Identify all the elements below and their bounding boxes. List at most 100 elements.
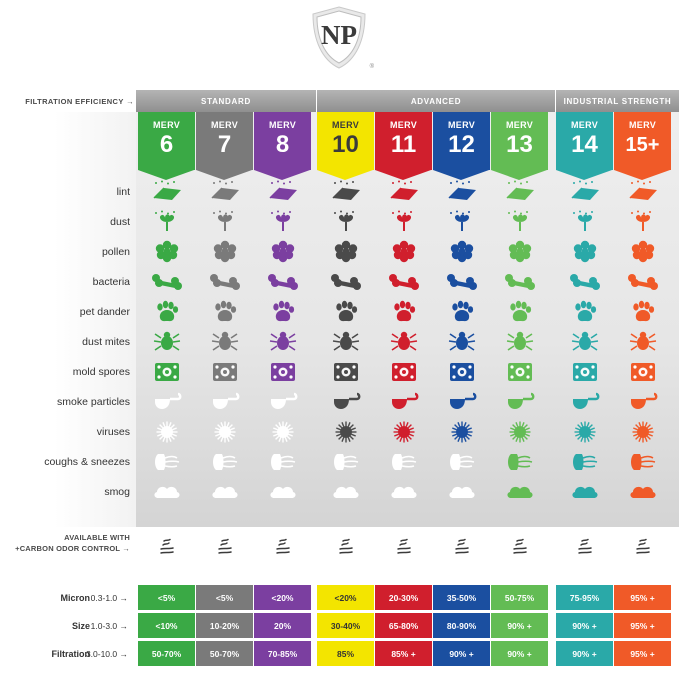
cell-dust-icon-merv-6 xyxy=(138,210,195,234)
bottom-cell-filtration-merv-7: 50-70% xyxy=(196,641,253,666)
carbon-odor-waves-icon-merv-15plus xyxy=(614,538,671,556)
cell-lint-icon-merv-7 xyxy=(196,180,253,204)
merv-flag-6[interactable]: MERV 6 xyxy=(138,112,195,180)
cell-sneeze-icon-merv-7 xyxy=(196,450,253,474)
left-label-panel xyxy=(0,112,136,527)
cell-pipe-smoke-icon-merv-13 xyxy=(491,390,548,414)
cell-virus-icon-merv-7 xyxy=(196,420,253,444)
cell-dust-icon-merv-10 xyxy=(317,210,374,234)
cell-lint-icon-merv-14 xyxy=(556,180,613,204)
bottom-cell-micron-merv-14: 75-95% xyxy=(556,585,613,610)
row-label-dust: dust xyxy=(110,216,130,228)
cell-virus-icon-merv-6 xyxy=(138,420,195,444)
cell-lint-icon-merv-8 xyxy=(254,180,311,204)
cell-smog-cloud-icon-merv-8 xyxy=(254,480,311,504)
carbon-line2: +CARBON ODOR CONTROL → xyxy=(15,544,130,553)
merv-flag-10[interactable]: MERV 10 xyxy=(317,112,374,180)
bottom-cell-micron-merv-13: 50-75% xyxy=(491,585,548,610)
cell-paw-icon-merv-12 xyxy=(433,300,490,324)
flag-merv-word: MERV xyxy=(447,120,476,130)
cell-pollen-icon-merv-11 xyxy=(375,240,432,264)
cell-mold-spore-icon-merv-12 xyxy=(433,360,490,384)
merv-flag-14[interactable]: MERV 14 xyxy=(556,112,613,180)
bottom-cell-filtration-merv-11: 85% + xyxy=(375,641,432,666)
bottom-cell-size-merv-6: <10% xyxy=(138,613,195,638)
bottom-cell-filtration-merv-6: 50-70% xyxy=(138,641,195,666)
cell-smog-cloud-icon-merv-10 xyxy=(317,480,374,504)
group-header-band: STANDARD ADVANCED INDUSTRIAL STRENGTH xyxy=(0,90,679,112)
row-label-smoke-particles: smoke particles xyxy=(57,396,130,408)
cell-bacteria-icon-merv-14 xyxy=(556,270,613,294)
flag-merv-word: MERV xyxy=(628,120,657,130)
flag-merv-word: MERV xyxy=(389,120,418,130)
carbon-odor-waves-icon-merv-14 xyxy=(556,538,613,556)
bottom-cell-filtration-merv-12: 90% + xyxy=(433,641,490,666)
cell-smog-cloud-icon-merv-11 xyxy=(375,480,432,504)
bottom-cell-micron-merv-8: <20% xyxy=(254,585,311,610)
merv-flag-8[interactable]: MERV 8 xyxy=(254,112,311,180)
flag-ribbon: MERV 8 xyxy=(254,112,311,180)
cell-smog-cloud-icon-merv-13 xyxy=(491,480,548,504)
flag-merv-word: MERV xyxy=(570,120,599,130)
cell-virus-icon-merv-13 xyxy=(491,420,548,444)
filtration-efficiency-label: FILTRATION EFFICIENCY → xyxy=(25,96,134,106)
cell-bacteria-icon-merv-7 xyxy=(196,270,253,294)
row-label-mold-spores: mold spores xyxy=(72,366,130,378)
bottom-cell-filtration-merv-10: 85% xyxy=(317,641,374,666)
bottom-row-range-micron: 0.3-1.0 → xyxy=(90,593,128,603)
row-label-lint: lint xyxy=(116,186,130,198)
cell-bacteria-icon-merv-10 xyxy=(317,270,374,294)
cell-virus-icon-merv-15plus xyxy=(614,420,671,444)
cell-bacteria-icon-merv-15plus xyxy=(614,270,671,294)
flag-ribbon: MERV 6 xyxy=(138,112,195,180)
cell-bacteria-icon-merv-11 xyxy=(375,270,432,294)
cell-dust-icon-merv-12 xyxy=(433,210,490,234)
cell-lint-icon-merv-11 xyxy=(375,180,432,204)
cell-sneeze-icon-merv-14 xyxy=(556,450,613,474)
merv-flag-7[interactable]: MERV 7 xyxy=(196,112,253,180)
bottom-row-label-size: Size xyxy=(71,621,90,631)
bottom-cell-filtration-merv-8: 70-85% xyxy=(254,641,311,666)
cell-dust-mite-icon-merv-15plus xyxy=(614,330,671,354)
cell-sneeze-icon-merv-6 xyxy=(138,450,195,474)
flag-ribbon: MERV 10 xyxy=(317,112,374,180)
bottom-cell-size-merv-11: 65-80% xyxy=(375,613,432,638)
carbon-odor-waves-icon-merv-11 xyxy=(375,538,432,556)
cell-smog-cloud-icon-merv-15plus xyxy=(614,480,671,504)
merv-flag-11[interactable]: MERV 11 xyxy=(375,112,432,180)
cell-virus-icon-merv-10 xyxy=(317,420,374,444)
cell-lint-icon-merv-15plus xyxy=(614,180,671,204)
bottom-cell-micron-merv-7: <5% xyxy=(196,585,253,610)
flag-merv-number: 6 xyxy=(159,131,174,158)
flag-merv-number: 13 xyxy=(506,131,533,158)
carbon-odor-control-label: AVAILABLE WITH +CARBON ODOR CONTROL → xyxy=(0,532,130,554)
flag-merv-number: 10 xyxy=(332,131,359,158)
merv-flag-13[interactable]: MERV 13 xyxy=(491,112,548,180)
cell-smog-cloud-icon-merv-12 xyxy=(433,480,490,504)
cell-lint-icon-merv-10 xyxy=(317,180,374,204)
cell-sneeze-icon-merv-11 xyxy=(375,450,432,474)
cell-pollen-icon-merv-13 xyxy=(491,240,548,264)
merv-flag-12[interactable]: MERV 12 xyxy=(433,112,490,180)
flag-merv-number: 12 xyxy=(448,131,475,158)
cell-sneeze-icon-merv-15plus xyxy=(614,450,671,474)
cell-smog-cloud-icon-merv-6 xyxy=(138,480,195,504)
cell-dust-mite-icon-merv-13 xyxy=(491,330,548,354)
cell-lint-icon-merv-12 xyxy=(433,180,490,204)
cell-dust-mite-icon-merv-12 xyxy=(433,330,490,354)
flag-merv-word: MERV xyxy=(331,120,360,130)
cell-mold-spore-icon-merv-11 xyxy=(375,360,432,384)
cell-lint-icon-merv-13 xyxy=(491,180,548,204)
flag-merv-number: 8 xyxy=(275,131,290,158)
cell-paw-icon-merv-15plus xyxy=(614,300,671,324)
flag-merv-word: MERV xyxy=(268,120,297,130)
cell-pipe-smoke-icon-merv-10 xyxy=(317,390,374,414)
cell-virus-icon-merv-14 xyxy=(556,420,613,444)
bottom-row-label-micron: Micron xyxy=(60,593,90,603)
cell-dust-icon-merv-8 xyxy=(254,210,311,234)
flag-merv-word: MERV xyxy=(152,120,181,130)
carbon-odor-waves-icon-merv-10 xyxy=(317,538,374,556)
bottom-cell-micron-merv-11: 20-30% xyxy=(375,585,432,610)
group-header-industrial-strength: INDUSTRIAL STRENGTH xyxy=(556,90,679,112)
merv-flag-15plus[interactable]: MERV 15+ xyxy=(614,112,671,180)
